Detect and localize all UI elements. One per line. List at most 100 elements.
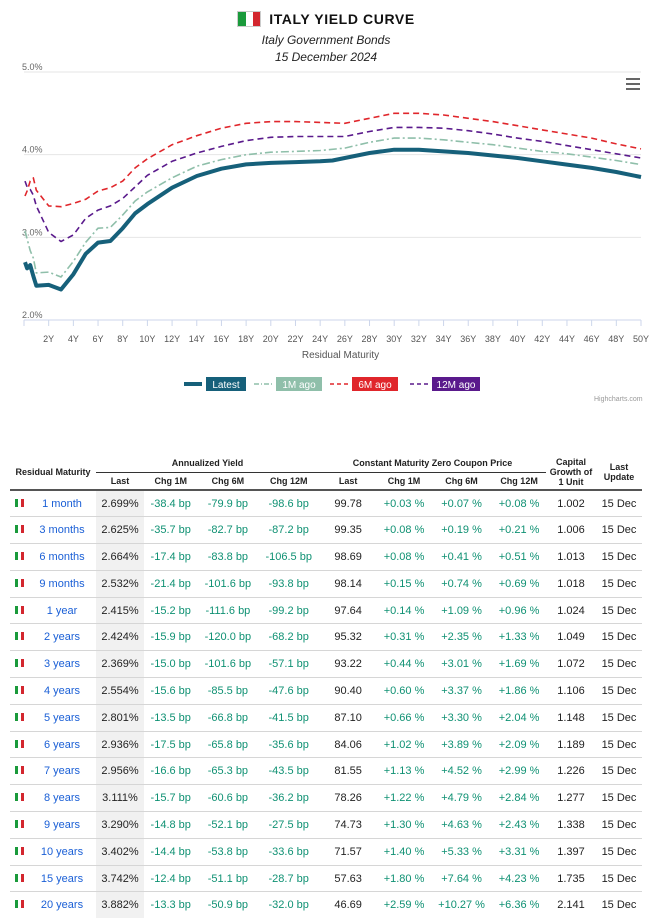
maturity-link[interactable]: 4 years — [28, 677, 96, 705]
col-residual-maturity: Residual Maturity — [10, 454, 96, 491]
italy-flag-icon — [10, 731, 28, 759]
maturity-link[interactable]: 9 years — [28, 811, 96, 839]
legend-label-m6[interactable]: 6M ago — [358, 380, 392, 391]
price-chg-12m: +6.36 % — [492, 891, 546, 918]
price-chg-1m: +0.08 % — [377, 543, 431, 571]
price-chg-12m: +2.09 % — [492, 731, 546, 759]
table-row: 9 years 3.290% -14.8 bp -52.1 bp -27.5 bp 74.… — [10, 811, 642, 839]
price-chg-6m: +2.35 % — [430, 623, 493, 652]
italy-flag-icon — [10, 650, 28, 679]
col-price-chg-6m: Chg 6M — [430, 472, 493, 491]
yield-chg-6m: -50.9 bp — [197, 891, 259, 918]
capital-growth: 1.072 — [546, 650, 596, 679]
yield-chg-6m: -66.8 bp — [197, 704, 259, 732]
maturity-link[interactable]: 1 month — [28, 490, 96, 518]
maturity-link[interactable]: 7 years — [28, 757, 96, 786]
maturity-link[interactable]: 6 years — [28, 731, 96, 759]
last-update: 15 Dec — [596, 865, 642, 893]
price-chg-1m: +1.80 % — [377, 865, 431, 893]
price-last: 87.10 — [319, 704, 378, 732]
yield-last: 2.956% — [96, 757, 144, 786]
price-chg-6m: +5.33 % — [430, 838, 493, 866]
yield-chg-1m: -15.6 bp — [144, 677, 198, 705]
price-last: 78.26 — [319, 784, 378, 813]
legend-item-latest[interactable] — [206, 377, 246, 391]
price-last: 90.40 — [319, 677, 378, 705]
maturity-link[interactable]: 10 years — [28, 838, 96, 866]
last-update: 15 Dec — [596, 623, 642, 652]
y-tick-label: 2.0% — [22, 310, 43, 320]
maturity-link[interactable]: 1 year — [28, 597, 96, 625]
col-price-chg-12m: Chg 12M — [492, 472, 546, 491]
italy-flag-icon — [10, 704, 28, 732]
yield-chg-6m: -101.6 bp — [197, 570, 259, 598]
price-chg-1m: +0.03 % — [377, 490, 431, 518]
x-tick-label: 32Y — [411, 334, 427, 344]
group-annualized-yield: Annualized Yield — [96, 454, 320, 473]
yield-last: 3.742% — [96, 865, 144, 893]
x-tick-label: 2Y — [43, 334, 54, 344]
series-line-latest — [23, 147, 642, 292]
maturity-link[interactable]: 2 years — [28, 623, 96, 652]
legend-item-m1[interactable] — [276, 377, 322, 391]
yield-last: 2.532% — [96, 570, 144, 598]
price-chg-6m: +1.09 % — [430, 597, 493, 625]
yield-chg-6m: -111.6 bp — [197, 597, 259, 625]
maturity-link[interactable]: 6 months — [28, 543, 96, 571]
yield-chg-12m: -28.7 bp — [258, 865, 320, 893]
yield-last: 2.664% — [96, 543, 144, 571]
price-chg-12m: +3.31 % — [492, 838, 546, 866]
yield-chg-12m: -47.6 bp — [258, 677, 320, 705]
price-chg-12m: +2.99 % — [492, 757, 546, 786]
x-tick-label: 22Y — [287, 334, 303, 344]
yield-last: 3.882% — [96, 891, 144, 918]
maturity-link[interactable]: 3 years — [28, 650, 96, 679]
yield-chg-6m: -83.8 bp — [197, 543, 259, 571]
col-chg-12m: Chg 12M — [258, 472, 320, 491]
legend-label-m1[interactable]: 1M ago — [282, 380, 316, 391]
yield-chg-12m: -35.6 bp — [258, 731, 320, 759]
yield-last: 2.699% — [96, 490, 144, 518]
title-row: ITALY YIELD CURVE — [0, 8, 652, 30]
col-last-update: Last Update — [596, 454, 642, 491]
y-tick-label: 5.0% — [22, 62, 43, 72]
maturity-link[interactable]: 5 years — [28, 704, 96, 732]
legend-item-m6[interactable] — [352, 377, 398, 391]
yield-last: 2.554% — [96, 677, 144, 705]
hamburger-menu-icon[interactable] — [626, 78, 640, 90]
col-chg-6m: Chg 6M — [197, 472, 259, 491]
col-price-chg-1m: Chg 1M — [377, 472, 431, 491]
yield-last: 2.625% — [96, 516, 144, 545]
maturity-link[interactable]: 3 months — [28, 516, 96, 545]
price-last: 46.69 — [319, 891, 378, 918]
price-chg-12m: +0.51 % — [492, 543, 546, 571]
italy-flag-icon — [10, 570, 28, 598]
price-chg-6m: +3.89 % — [430, 731, 493, 759]
highcharts-credit[interactable]: Highcharts.com — [594, 396, 643, 403]
yield-last: 3.111% — [96, 784, 144, 813]
last-update: 15 Dec — [596, 811, 642, 839]
price-last: 99.35 — [319, 516, 378, 545]
yield-chg-12m: -27.5 bp — [258, 811, 320, 839]
maturity-link[interactable]: 8 years — [28, 784, 96, 813]
col-chg-1m: Chg 1M — [144, 472, 198, 491]
col-last-yield: Last — [96, 472, 144, 491]
price-chg-12m: +0.21 % — [492, 516, 546, 545]
maturity-link[interactable]: 20 years — [28, 891, 96, 918]
yield-chg-6m: -120.0 bp — [197, 623, 259, 652]
maturity-link[interactable]: 9 months — [28, 570, 96, 598]
legend-label-m12[interactable]: 12M ago — [437, 380, 476, 391]
yield-chg-6m: -65.8 bp — [197, 731, 259, 759]
x-axis-title: Residual Maturity — [302, 350, 379, 361]
x-tick-label: 12Y — [164, 334, 180, 344]
legend-item-m12[interactable] — [432, 377, 480, 391]
x-tick-label: 50Y — [633, 334, 649, 344]
table-row: 1 month 2.699% -38.4 bp -79.9 bp -98.6 bp 99.… — [10, 490, 642, 518]
legend-label-latest[interactable]: Latest — [212, 380, 239, 391]
series-line-m12 — [24, 126, 642, 243]
yield-chg-1m: -15.2 bp — [144, 597, 198, 625]
maturity-link[interactable]: 15 years — [28, 865, 96, 893]
table-row: 15 years 3.742% -12.4 bp -51.1 bp -28.7 bp 57… — [10, 865, 642, 893]
price-chg-12m: +0.08 % — [492, 490, 546, 518]
x-tick-label: 38Y — [485, 334, 501, 344]
